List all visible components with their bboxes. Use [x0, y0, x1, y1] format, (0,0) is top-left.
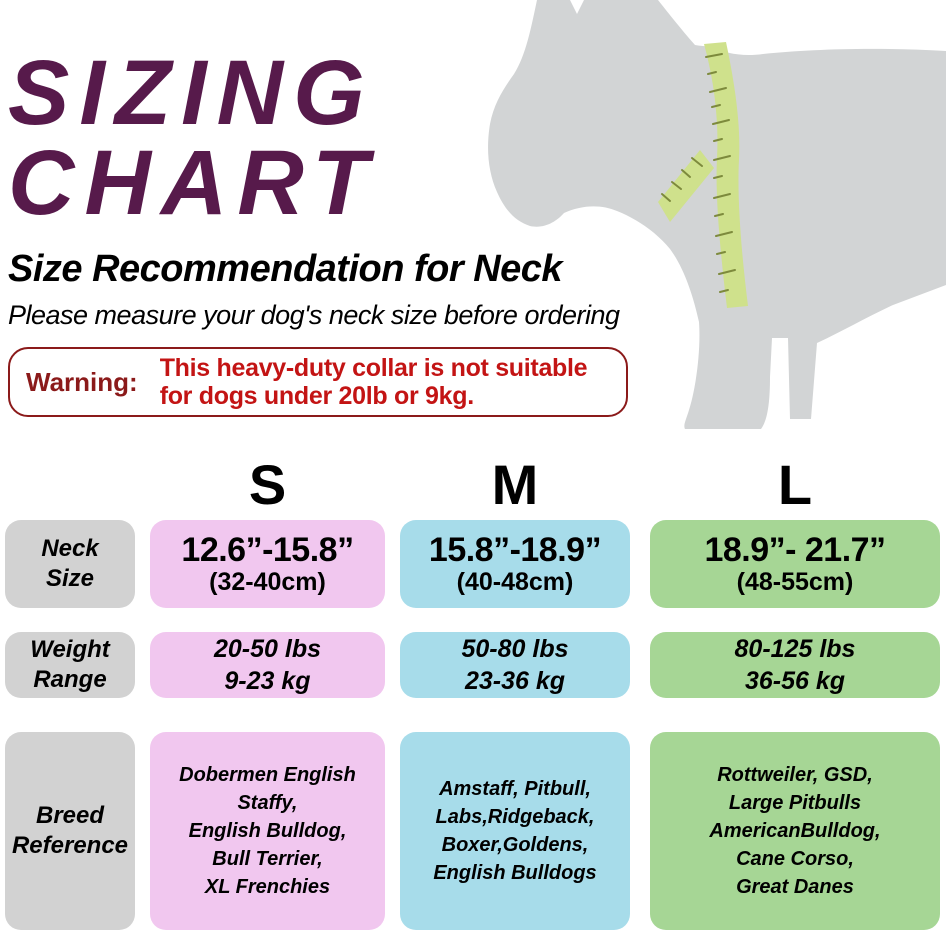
row-label-breed-reference: Breed Reference: [5, 732, 135, 930]
breed-list-s: Dobermen English Staffy, English Bulldog…: [179, 764, 356, 898]
weight-range-m: 50-80 lbs 23-36 kg: [461, 634, 569, 696]
neck-size-cell-l: 18.9”- 21.7” (48-55cm): [650, 520, 940, 608]
neck-size-cm-m: (40-48cm): [456, 567, 574, 596]
page-subtitle: Size Recommendation for Neck: [8, 248, 563, 290]
warning-text: This heavy-duty collar is not suitable f…: [159, 354, 588, 410]
measure-note: Please measure your dog's neck size befo…: [8, 300, 620, 330]
dog-silhouette-with-measuring-tape-icon: [488, 0, 946, 429]
breed-cell-l: Rottweiler, GSD, Large Pitbulls American…: [650, 732, 940, 930]
neck-size-cm-l: (48-55cm): [736, 567, 854, 596]
breed-list-m: Amstaff, Pitbull, Labs,Ridgeback, Boxer,…: [433, 778, 597, 884]
weight-range-l: 80-125 lbs 36-56 kg: [734, 634, 856, 696]
weight-range-s: 20-50 lbs 9-23 kg: [213, 634, 321, 696]
neck-size-cm-s: (32-40cm): [209, 567, 326, 596]
neck-size-inches-l: 18.9”- 21.7”: [704, 531, 886, 570]
warning-label: Warning:: [26, 366, 138, 397]
row-label-weight-range: Weight Range: [5, 632, 135, 698]
weight-cell-l: 80-125 lbs 36-56 kg: [650, 632, 940, 698]
neck-size-cell-s: 12.6”-15.8” (32-40cm): [150, 520, 385, 608]
row-label-neck-size: Neck Size: [5, 520, 135, 608]
column-header-l: L: [777, 453, 813, 516]
neck-size-cell-m: 15.8”-18.9” (40-48cm): [400, 520, 630, 608]
page-title: SIZING CHART: [8, 42, 379, 234]
column-header-s: S: [248, 453, 287, 516]
breed-cell-s: Dobermen English Staffy, English Bulldog…: [150, 732, 385, 930]
breed-list-l: Rottweiler, GSD, Large Pitbulls American…: [709, 764, 881, 898]
weight-cell-m: 50-80 lbs 23-36 kg: [400, 632, 630, 698]
neck-size-inches-s: 12.6”-15.8”: [181, 531, 354, 570]
column-header-m: M: [491, 453, 539, 516]
neck-size-inches-m: 15.8”-18.9”: [428, 531, 602, 570]
weight-cell-s: 20-50 lbs 9-23 kg: [150, 632, 385, 698]
dog-silhouette-illustration: [470, 0, 946, 440]
breed-cell-m: Amstaff, Pitbull, Labs,Ridgeback, Boxer,…: [400, 732, 630, 930]
warning-box: Warning: This heavy-duty collar is not s…: [8, 347, 628, 417]
